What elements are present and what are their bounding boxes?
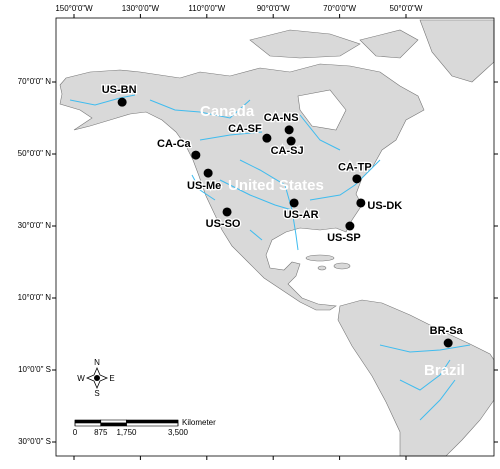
site-marker [352, 174, 362, 184]
scale-segment [126, 419, 179, 424]
site-label: US-SO [206, 218, 241, 230]
site-label: US-SP [327, 232, 361, 244]
country-label: Brazil [424, 362, 465, 379]
site-label: CA-Ca [157, 138, 191, 150]
lon-tick-label: 110°0'0"W [188, 4, 225, 13]
site-label: US-Me [187, 180, 221, 192]
compass-s: S [94, 389, 99, 398]
lat-tick-label: 10°0'0" S [18, 365, 51, 374]
site-marker [203, 168, 213, 178]
scale-segment [126, 422, 179, 427]
lon-tick-label: 70°0'0"W [323, 4, 356, 13]
compass-e: E [109, 374, 114, 383]
scale-segment [74, 419, 102, 424]
site-label: US-AR [284, 209, 319, 221]
site-marker [191, 150, 201, 160]
compass-n: N [94, 358, 100, 367]
land [59, 19, 495, 457]
lat-tick-label: 10°0'0" N [18, 293, 52, 302]
site-label: BR-Sa [430, 325, 464, 337]
scale-unit: Kilometer [182, 418, 216, 427]
scale-label: 1,750 [116, 428, 137, 437]
site-marker [286, 136, 296, 146]
site-marker [356, 198, 366, 208]
site-marker [117, 97, 127, 107]
compass: N S E W [77, 358, 114, 398]
lon-tick-label: 90°0'0"W [257, 4, 290, 13]
site-label: CA-SJ [271, 145, 304, 157]
lon-tick-label: 50°0'0"W [390, 4, 423, 13]
scale-label: 875 [94, 428, 108, 437]
lat-tick-label: 50°0'0" N [18, 149, 52, 158]
scale-segment [100, 422, 127, 427]
site-label: US-DK [367, 200, 402, 212]
scale-label: 0 [73, 428, 78, 437]
country-label: Canada [200, 103, 255, 120]
compass-w: W [77, 374, 85, 383]
country-label: United States [228, 177, 324, 194]
lat-tick-label: 30°0'0" S [18, 437, 51, 446]
scale-segment [100, 419, 127, 424]
site-label: US-BN [102, 84, 137, 96]
compass-center [94, 375, 100, 381]
lon-tick-label: 150°0'0"W [55, 4, 93, 13]
map-frame [55, 17, 495, 457]
lat-tick-label: 70°0'0" N [18, 77, 52, 86]
site-marker [262, 133, 272, 143]
site-label: CA-TP [338, 162, 372, 174]
site-marker [443, 338, 453, 348]
site-marker [222, 207, 232, 217]
site-label: CA-NS [264, 112, 299, 124]
scale-segment [74, 422, 102, 427]
rivers [69, 94, 471, 421]
site-marker [284, 125, 294, 135]
scale-label: 3,500 [168, 428, 189, 437]
site-marker [289, 198, 299, 208]
site-marker [345, 221, 355, 231]
lon-tick-label: 130°0'0"W [122, 4, 160, 13]
site-label: CA-SF [228, 123, 262, 135]
lat-tick-label: 30°0'0" N [18, 221, 52, 230]
